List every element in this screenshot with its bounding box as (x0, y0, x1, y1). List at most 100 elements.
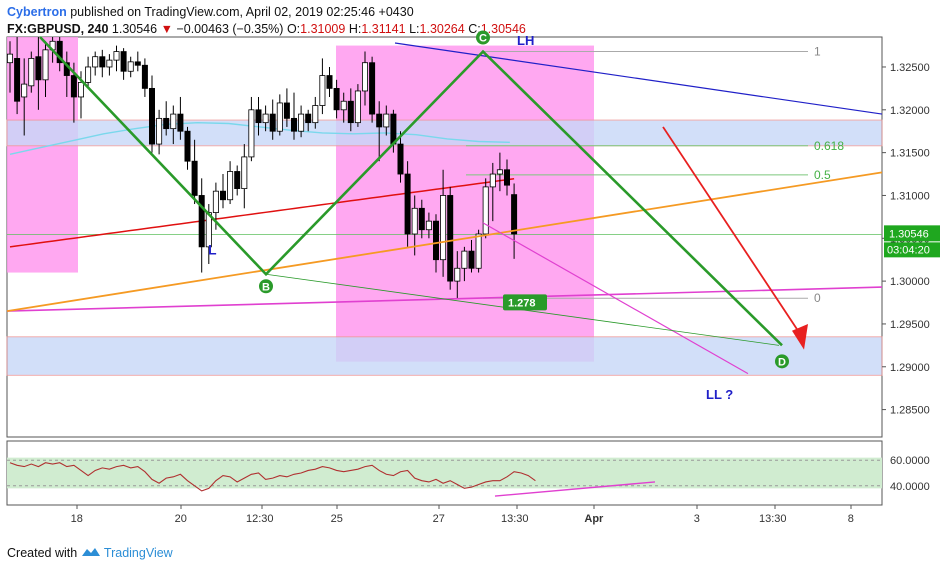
candle-body (475, 233, 482, 269)
y-tick-label: 1.31500 (890, 148, 930, 160)
candle-body (269, 113, 276, 132)
pattern-point-badge (476, 30, 490, 45)
y-tick-label: 1.32000 (890, 105, 930, 117)
candle-body (21, 83, 28, 98)
rsi-line (9, 462, 536, 492)
candle-body (489, 173, 496, 188)
candle-body (347, 100, 354, 124)
rsi-trend-line (494, 481, 656, 497)
ema-red-line (9, 177, 515, 248)
high-label: H: (348, 22, 362, 36)
candle-body (276, 102, 283, 132)
candle-body (397, 143, 404, 175)
x-tick-label: 3 (694, 513, 700, 525)
candle-body (312, 105, 319, 124)
candle-body (134, 61, 141, 66)
candle-body (319, 75, 326, 106)
candle-body (56, 40, 63, 64)
pattern-point-badge (259, 279, 273, 294)
countdown-tag (884, 242, 940, 258)
candle-body (127, 61, 134, 72)
pattern-point-label: B (262, 281, 270, 293)
tradingview-logo-icon (81, 548, 100, 556)
candle-body (354, 90, 361, 124)
pink-zone-middle (336, 45, 594, 362)
y-tick-label: 1.29500 (890, 319, 930, 331)
candle-body (184, 130, 191, 162)
candle-body (99, 56, 106, 68)
symbol-line: FX:GBPUSD, 240 1.30546 ▼ −0.00463 (−0.35… (7, 22, 526, 36)
candle-body (78, 81, 85, 98)
candle-body (432, 220, 439, 261)
projection-arrow-line (662, 126, 803, 338)
candle-body (219, 190, 226, 201)
candle-body (212, 190, 219, 213)
candle-body (14, 58, 21, 102)
candle-body (198, 195, 205, 248)
candle-body (227, 171, 234, 201)
candle-body (383, 113, 390, 128)
candle-body (496, 169, 503, 175)
candle-body (511, 194, 518, 235)
price-change: −0.00463 (−0.35%) (176, 22, 284, 36)
candle-body (290, 117, 297, 132)
magenta-channel-line (482, 222, 749, 375)
x-tick-label: 20 (175, 513, 187, 525)
candle-body (503, 169, 510, 186)
x-tick-label: 13:30 (759, 513, 787, 525)
low-label: L: (409, 22, 420, 36)
candle-body (305, 113, 312, 124)
y-tick-label: 1.28500 (890, 405, 930, 417)
candle-body (141, 64, 148, 89)
candle-body (369, 62, 376, 115)
close-value: 1.30546 (480, 22, 526, 36)
last-price: 1.30546 (111, 22, 158, 36)
candle-body (340, 100, 347, 111)
x-tick-label: 8 (848, 513, 854, 525)
projection-label: 1.278 (508, 297, 536, 309)
y-tick-label: 1.29000 (890, 362, 930, 374)
rsi-tick-label: 40.0000 (890, 481, 930, 493)
published-text: published on TradingView.com, April 02, … (70, 5, 414, 19)
candle-body (177, 113, 184, 132)
x-tick-label: 27 (433, 513, 445, 525)
candle-body (156, 117, 163, 145)
x-tick-label: 25 (331, 513, 343, 525)
candle-body (390, 113, 397, 145)
countdown-tag-text: 03:04:20 (887, 244, 930, 256)
open-label: O: (286, 22, 301, 36)
candle-body (35, 56, 42, 81)
y-tick-label: 1.31000 (890, 190, 930, 202)
current-price-tag-text: 1.30546 (889, 228, 929, 240)
author-name[interactable]: Cybertron (7, 5, 67, 19)
candle-body (361, 62, 368, 92)
candle-body (248, 109, 255, 158)
candle-body (454, 267, 461, 282)
candle-body (411, 207, 418, 235)
candle-body (255, 109, 262, 124)
symbol-label: FX:GBPUSD, 240 (7, 22, 109, 36)
candle-body (191, 160, 198, 196)
label-ll: LL ? (706, 387, 733, 402)
candle-body (482, 186, 489, 235)
x-tick-label: 18 (71, 513, 83, 525)
label-l: L (208, 241, 217, 257)
rsi-band (7, 457, 882, 489)
close-label: C: (468, 22, 481, 36)
projection-label-box (503, 294, 547, 311)
orange-trend-line (6, 171, 883, 312)
candle-body (440, 195, 447, 261)
candle-body (447, 195, 454, 282)
y-tick-label: 1.30000 (890, 276, 930, 288)
fib-label: 0.618 (814, 139, 844, 153)
pattern-point-badge (775, 354, 789, 369)
blue-zone-lower (6, 336, 883, 376)
high-value: 1.31141 (361, 22, 406, 36)
tradingview-brand[interactable]: TradingView (103, 546, 173, 560)
candle-body (106, 59, 113, 68)
candle-body (234, 171, 241, 190)
navy-trend-line (394, 42, 883, 115)
candle-body (283, 102, 290, 119)
candle-body (148, 87, 155, 145)
